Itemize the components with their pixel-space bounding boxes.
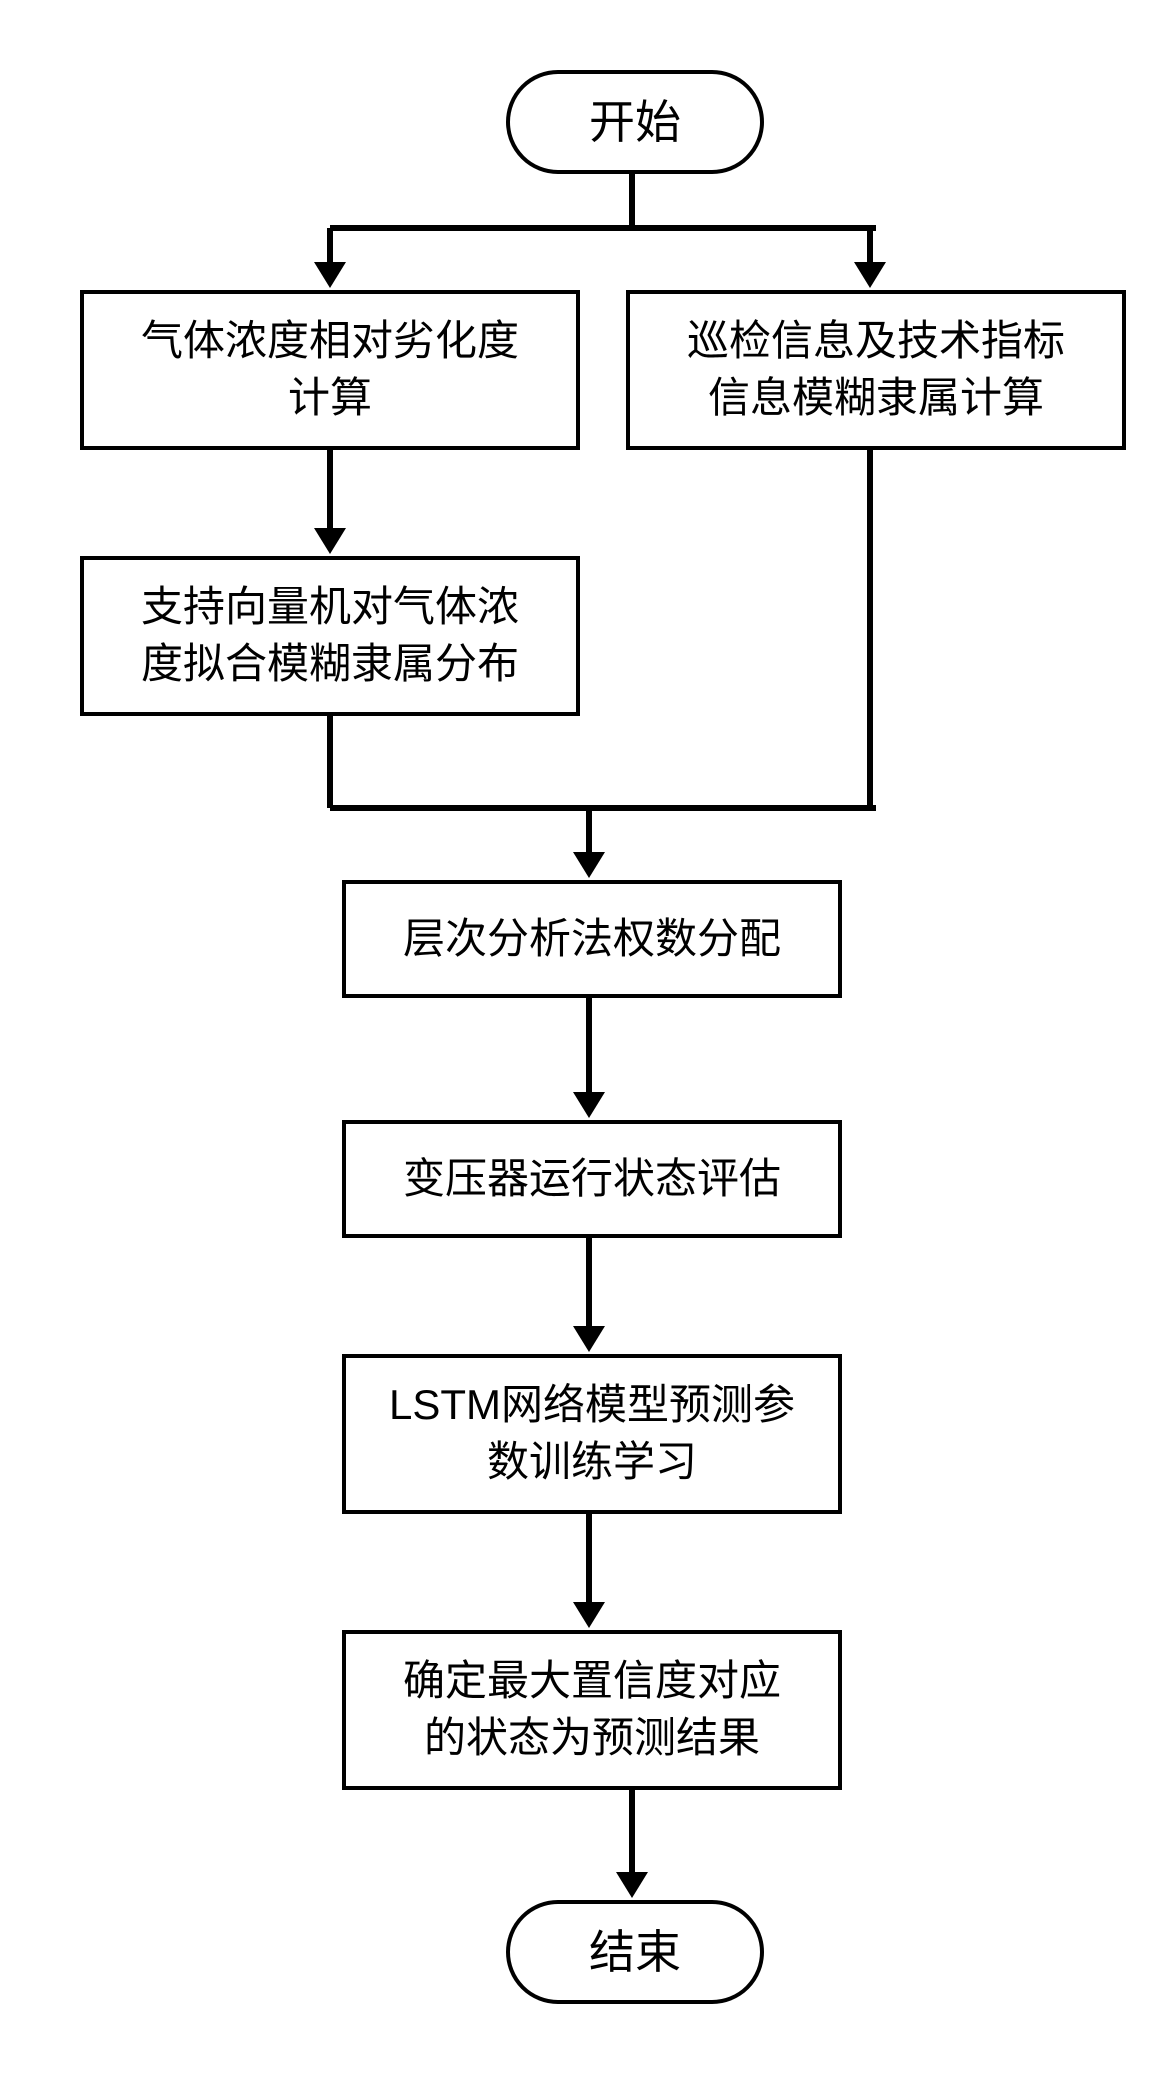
start-label: 开始: [571, 85, 699, 159]
arrow-m4-end: [616, 1872, 648, 1898]
right-step-1: 巡检信息及技术指标 信息模糊隶属计算: [626, 290, 1126, 450]
middle-step-4: 确定最大置信度对应 的状态为预测结果: [342, 1630, 842, 1790]
middle-step-3-label: LSTM网络模型预测参 数训练学习: [371, 1371, 813, 1496]
arrow-split-right-v: [854, 262, 886, 288]
arrow-m3-m4: [573, 1602, 605, 1628]
middle-step-4-label: 确定最大置信度对应 的状态为预测结果: [385, 1647, 799, 1772]
left-step-1-label: 气体浓度相对劣化度 计算: [123, 307, 537, 432]
edge-merge-down: [586, 808, 592, 854]
end-label: 结束: [571, 1915, 699, 1989]
edge-merge-h: [330, 805, 876, 811]
arrow-merge-down: [573, 852, 605, 878]
middle-step-3: LSTM网络模型预测参 数训练学习: [342, 1354, 842, 1514]
edge-m3-m4: [586, 1514, 592, 1604]
start-node: 开始: [506, 70, 764, 174]
middle-step-2-label: 变压器运行状态评估: [385, 1145, 799, 1214]
edge-r1-down: [867, 450, 873, 808]
flowchart-container: { "flowchart": { "type": "flowchart", "b…: [0, 0, 1150, 2077]
middle-step-2: 变压器运行状态评估: [342, 1120, 842, 1238]
edge-m4-end: [629, 1790, 635, 1874]
edge-start-split-v: [629, 174, 635, 228]
arrow-split-left-v: [314, 262, 346, 288]
edge-l1-l2: [327, 450, 333, 530]
edge-split-right-v: [867, 228, 873, 264]
middle-step-1-label: 层次分析法权数分配: [385, 905, 799, 974]
end-node: 结束: [506, 1900, 764, 2004]
arrow-m1-m2: [573, 1092, 605, 1118]
edge-split-left-v: [327, 228, 333, 264]
edge-start-split-h: [330, 225, 876, 231]
edge-m1-m2: [586, 998, 592, 1094]
edge-m2-m3: [586, 1238, 592, 1328]
left-step-2-label: 支持向量机对气体浓 度拟合模糊隶属分布: [123, 573, 537, 698]
left-step-2: 支持向量机对气体浓 度拟合模糊隶属分布: [80, 556, 580, 716]
left-step-1: 气体浓度相对劣化度 计算: [80, 290, 580, 450]
right-step-1-label: 巡检信息及技术指标 信息模糊隶属计算: [669, 307, 1083, 432]
edge-l2-down: [327, 716, 333, 808]
arrow-l1-l2: [314, 528, 346, 554]
middle-step-1: 层次分析法权数分配: [342, 880, 842, 998]
arrow-m2-m3: [573, 1326, 605, 1352]
